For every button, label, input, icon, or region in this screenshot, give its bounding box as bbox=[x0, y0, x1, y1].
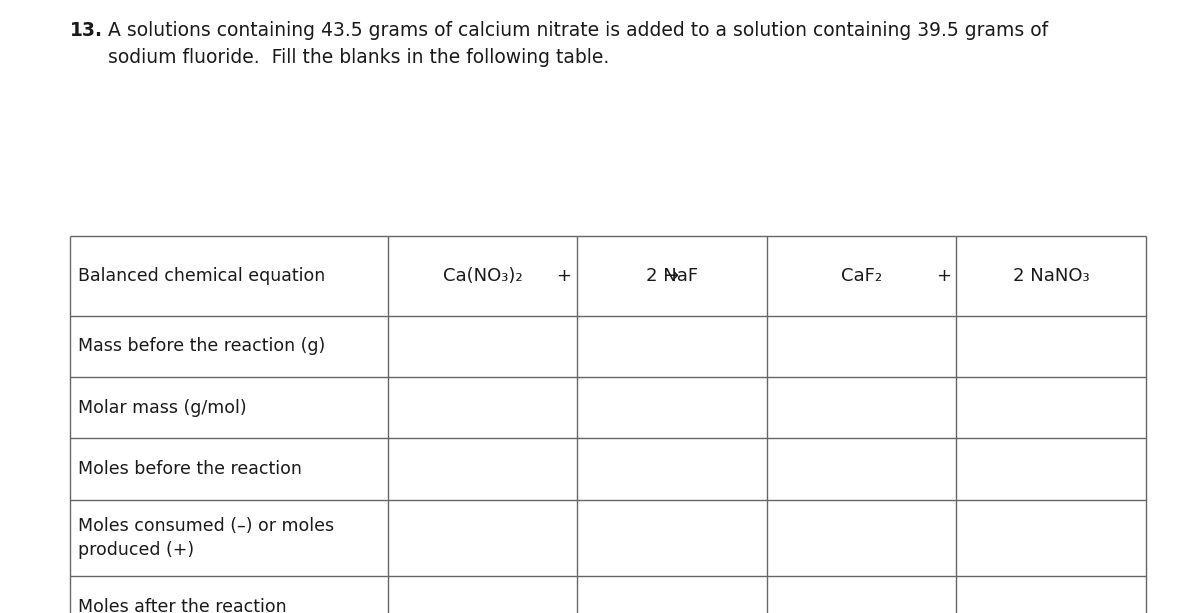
Text: 2 NaNO₃: 2 NaNO₃ bbox=[1013, 267, 1090, 285]
Text: CaF₂: CaF₂ bbox=[841, 267, 882, 285]
Text: Moles before the reaction: Moles before the reaction bbox=[78, 460, 302, 478]
Text: Mass before the reaction (g): Mass before the reaction (g) bbox=[78, 337, 325, 356]
Text: Molar mass (g/mol): Molar mass (g/mol) bbox=[78, 398, 247, 417]
Text: +: + bbox=[936, 267, 950, 285]
Text: Moles consumed (–) or moles
produced (+): Moles consumed (–) or moles produced (+) bbox=[78, 517, 334, 558]
Text: A solutions containing 43.5 grams of calcium nitrate is added to a solution cont: A solutions containing 43.5 grams of cal… bbox=[108, 21, 1048, 67]
Text: Ca(NO₃)₂: Ca(NO₃)₂ bbox=[443, 267, 522, 285]
Text: +: + bbox=[557, 267, 571, 285]
Text: Balanced chemical equation: Balanced chemical equation bbox=[78, 267, 325, 285]
Text: →: → bbox=[665, 267, 679, 285]
Text: Moles after the reaction: Moles after the reaction bbox=[78, 598, 287, 613]
Text: 2 NaF: 2 NaF bbox=[646, 267, 698, 285]
Text: 13.: 13. bbox=[70, 21, 103, 40]
